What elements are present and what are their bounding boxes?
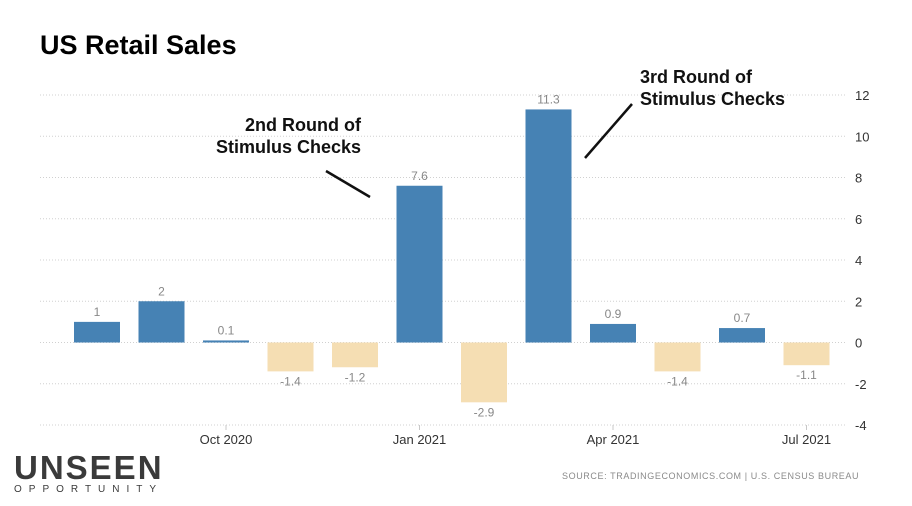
bar [654, 342, 701, 372]
bar [525, 109, 572, 343]
bar-data-label: -1.2 [345, 370, 366, 384]
annotation-3rd-round-line1: 3rd Round of [640, 67, 752, 87]
y-tick-label: 12 [855, 88, 869, 103]
y-tick-label: 8 [855, 171, 862, 186]
y-tick-label: -4 [855, 418, 867, 433]
bar-data-label: 11.3 [537, 92, 560, 106]
bar-data-label: 2 [158, 284, 165, 298]
brand-logo: UNSEEN OPPORTUNITY [14, 449, 164, 495]
y-tick-label: 6 [855, 212, 862, 227]
logo-tagline: OPPORTUNITY [14, 484, 164, 495]
logo-wordmark: UNSEEN [14, 449, 164, 486]
bar-data-label: -1.1 [796, 368, 817, 382]
bar-data-label: 7.6 [411, 169, 428, 183]
bar [203, 340, 249, 343]
chart-title: US Retail Sales [40, 30, 237, 60]
annotation-2nd-round-line1: 2nd Round of [245, 115, 361, 135]
annotation-line-3rd-round [584, 103, 633, 159]
y-tick-label: 4 [855, 253, 862, 268]
bar-data-label: 0.7 [734, 311, 751, 325]
x-tick-label: Jan 2021 [393, 432, 447, 447]
bar [267, 342, 314, 372]
bar [138, 301, 185, 343]
bar-data-label: -1.4 [280, 374, 301, 388]
bar [461, 342, 507, 403]
y-tick-label: 0 [855, 336, 862, 351]
x-tick-label: Oct 2020 [200, 432, 253, 447]
y-axis-ticks: 12 10 8 6 4 2 0 -2 -4 [855, 88, 869, 433]
bar-data-label: 1 [94, 305, 101, 319]
bars [74, 109, 830, 403]
data-labels: 1 2 0.1 -1.4 -1.2 7.6 -2.9 11.3 0.9 -1.4 0.7 -1.1 [94, 92, 818, 419]
x-tick-label: Jul 2021 [782, 432, 831, 447]
bar [590, 323, 636, 343]
annotation-3rd-round-line2: Stimulus Checks [640, 89, 786, 109]
annotation-2nd-round-line2: Stimulus Checks [215, 137, 361, 157]
bar [719, 328, 765, 343]
y-tick-label: 2 [855, 294, 862, 309]
bar [396, 185, 443, 343]
bar-data-label: -2.9 [474, 405, 495, 419]
annotation-2nd-round: 2nd Round of Stimulus Checks [180, 114, 361, 158]
bar [783, 342, 830, 366]
x-tick-label: Apr 2021 [587, 432, 640, 447]
bar-data-label: 0.9 [605, 307, 622, 321]
x-axis-ticks: Oct 2020 Jan 2021 Apr 2021 Jul 2021 [200, 425, 831, 447]
bar-data-label: 0.1 [218, 323, 235, 337]
bar [74, 321, 120, 343]
bar [332, 342, 378, 368]
annotation-line-2nd-round [325, 169, 371, 199]
y-tick-label: -2 [855, 377, 867, 392]
y-tick-label: 10 [855, 129, 869, 144]
annotation-3rd-round: 3rd Round of Stimulus Checks [640, 66, 814, 110]
bar-data-label: -1.4 [667, 374, 688, 388]
source-credit: SOURCE: TRADINGECONOMICS.COM | U.S. CENS… [562, 471, 860, 481]
